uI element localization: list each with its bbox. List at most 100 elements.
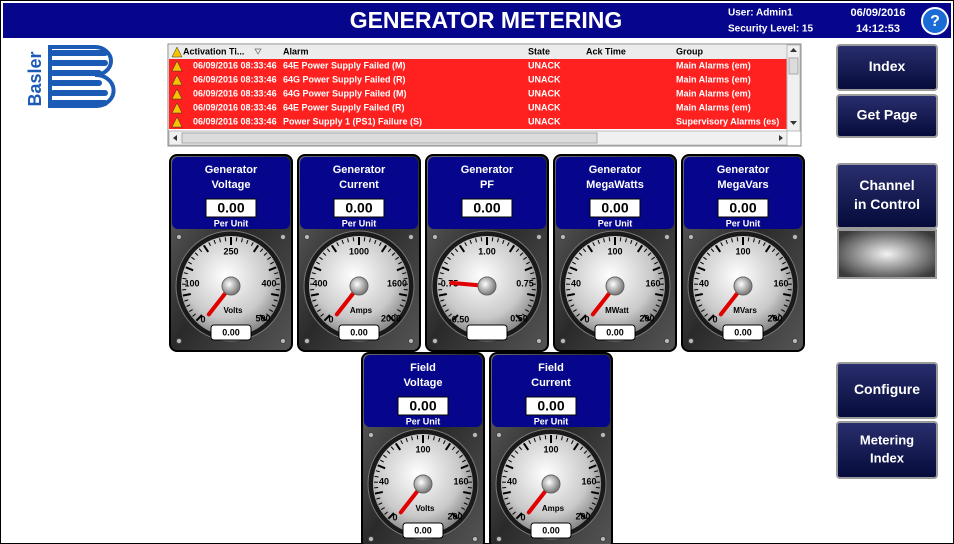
screw xyxy=(537,339,542,344)
button[interactable]: Index xyxy=(837,45,937,90)
button-label: Metering xyxy=(860,432,914,447)
logo-stripe xyxy=(50,50,108,56)
cell: 06/09/2016 08:33:46 xyxy=(193,60,277,70)
readout: 0.00 xyxy=(606,327,624,337)
screw xyxy=(497,433,502,438)
screw xyxy=(369,537,374,542)
scale-label: 200 xyxy=(639,313,654,323)
gauge-value: 0.00 xyxy=(537,398,564,414)
cell: 64G Power Supply Failed (R) xyxy=(283,74,406,84)
scale-label: 40 xyxy=(699,278,709,288)
logo-stripe xyxy=(50,70,102,76)
dial-hub xyxy=(542,475,560,493)
screen: GENERATOR METERINGUser: Admin1Security L… xyxy=(0,0,954,544)
screw xyxy=(305,339,310,344)
readout: 0.00 xyxy=(350,327,368,337)
button-label: Get Page xyxy=(857,107,918,123)
cell: 06/09/2016 08:33:46 xyxy=(193,116,277,126)
button[interactable]: Metering Index xyxy=(837,422,937,478)
readout-box xyxy=(467,325,507,340)
button[interactable]: Get Page xyxy=(837,95,937,137)
dial-hub xyxy=(478,277,496,295)
cell: UNACK xyxy=(528,88,561,98)
readout: 0.00 xyxy=(542,525,560,535)
button-label: Channel xyxy=(859,177,914,193)
screw xyxy=(561,235,566,240)
scale-label: 0 xyxy=(584,314,589,324)
screw xyxy=(281,339,286,344)
scale-label: 1000 xyxy=(349,246,369,256)
dial-tick xyxy=(695,278,699,279)
scale-label: 40 xyxy=(507,476,517,486)
screw xyxy=(601,433,606,438)
dial-tick xyxy=(503,476,507,477)
dial-unit: MVars xyxy=(733,306,757,315)
gauge-title: Generator xyxy=(461,164,514,176)
screw xyxy=(177,339,182,344)
gauge-value: 0.00 xyxy=(409,398,436,414)
screw xyxy=(305,235,310,240)
button[interactable]: Configure xyxy=(837,363,937,418)
scale-label: 200 xyxy=(447,511,462,521)
screw xyxy=(793,339,798,344)
button[interactable]: Channel in Control xyxy=(837,164,937,228)
unit-label: Per Unit xyxy=(598,218,633,228)
scale-label: 160 xyxy=(645,278,660,288)
cell: 64G Power Supply Failed (M) xyxy=(283,88,407,98)
dial-hub xyxy=(734,277,752,295)
screw xyxy=(409,235,414,240)
scale-label: 200 xyxy=(767,313,782,323)
scale-label: 0 xyxy=(328,314,333,324)
screw xyxy=(665,235,670,240)
scale-label: 100 xyxy=(543,444,558,454)
cell: UNACK xyxy=(528,102,561,112)
alarm-row[interactable]: 06/09/2016 08:33:46 Power Supply 1 (PS1) … xyxy=(169,115,787,129)
header-title: GENERATOR METERING xyxy=(350,7,623,33)
cell: UNACK xyxy=(528,116,561,126)
scale-label: 40 xyxy=(379,476,389,486)
scale-label: 160 xyxy=(453,476,468,486)
screw xyxy=(689,235,694,240)
cell: UNACK xyxy=(528,74,561,84)
cell: 06/09/2016 08:33:46 xyxy=(193,88,277,98)
scale-label: 1600 xyxy=(387,278,407,288)
screw xyxy=(433,339,438,344)
alarm-row[interactable]: 06/09/2016 08:33:46 64G Power Supply Fail… xyxy=(169,87,787,101)
page: { "header": {"title": "GENERATOR METERIN… xyxy=(0,0,954,544)
help-icon-glyph: ? xyxy=(930,13,940,30)
unit-label: Per Unit xyxy=(342,218,377,228)
gauge-title: Current xyxy=(531,377,571,389)
date: 06/09/2016 xyxy=(850,7,905,19)
scale-label: 400 xyxy=(312,278,327,288)
dial-hub xyxy=(350,277,368,295)
h-scroll-thumb[interactable] xyxy=(182,133,597,143)
button-label: Index xyxy=(870,450,905,465)
gauge-title: Voltage xyxy=(404,377,443,389)
logo-stripe xyxy=(50,90,108,96)
gauge-title: Generator xyxy=(717,164,770,176)
unit-label: Per Unit xyxy=(534,416,569,426)
screw xyxy=(537,235,542,240)
logo-stripe xyxy=(50,80,102,86)
scale-label: 40 xyxy=(571,278,581,288)
unit-label: Per Unit xyxy=(406,416,441,426)
scale-label: 0 xyxy=(200,314,205,324)
gauge-title: MegaVars xyxy=(717,179,768,191)
gauge-title: PF xyxy=(480,179,494,191)
dial-hub xyxy=(222,277,240,295)
gauge-value: 0.00 xyxy=(345,200,372,216)
gauge: GeneratorMegaWatts0.00Per Unit1004016002… xyxy=(554,155,676,351)
gauge: GeneratorCurrent0.00Per Unit100040016000… xyxy=(298,155,420,351)
button-label: in Control xyxy=(854,196,920,212)
column-header: State xyxy=(528,46,550,56)
user: User: Admin1 xyxy=(728,8,793,19)
v-scroll-thumb[interactable] xyxy=(789,58,798,74)
cell: Supervisory Alarms (es) xyxy=(676,116,779,126)
scale-label: 100 xyxy=(415,444,430,454)
cell: Power Supply 1 (PS1) Failure (S) xyxy=(283,116,422,126)
unit-label: Per Unit xyxy=(214,218,249,228)
